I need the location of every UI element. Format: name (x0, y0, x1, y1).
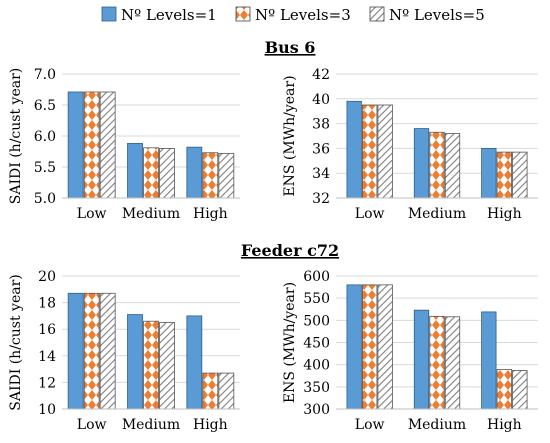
y-tick-label: 18 (38, 296, 56, 312)
bar-level5-high (218, 152, 235, 199)
x-tick-label: Medium (122, 417, 180, 433)
legend-swatch-level3 (235, 6, 251, 22)
bar-level3-low (83, 91, 100, 199)
x-tick-label: Medium (408, 417, 466, 433)
bar-level1-medium (127, 143, 143, 199)
legend-label-level1: Nº Levels=1 (121, 6, 217, 24)
x-tick-label: Medium (122, 206, 180, 222)
bar-level3-low (362, 104, 378, 199)
chart-bus6-saidi: 5.0 5.5 6.0 6.5 7.0 Low Medium High SAIDI (h/cus… (8, 67, 240, 222)
bar-level3-high (496, 369, 512, 410)
bar-level1-medium (413, 309, 430, 410)
bar-level5-high (512, 370, 528, 410)
chart-bus6-ens: 32 34 36 38 40 42 Low Medium High ENS (MWh/year) (282, 67, 538, 222)
bar-level1-low (346, 100, 362, 199)
legend-label-level3: Nº Levels=3 (255, 6, 351, 24)
y-axis-label: ENS (MWh/year) (282, 75, 298, 196)
y-tick-label: 20 (38, 269, 56, 285)
legend: Nº Levels=1 Nº Levels=3 Nº Levels=5 (101, 6, 485, 24)
x-tick-label: Low (355, 206, 385, 222)
y-tick-label: 500 (303, 313, 330, 329)
bar-level5-low (377, 104, 393, 199)
y-axis-label: SAIDI (h/cust year) (8, 68, 24, 204)
bar-level5-medium (159, 322, 175, 410)
bar-level3-low (83, 292, 100, 410)
y-tick-label: 6.0 (34, 129, 56, 145)
y-tick-label: 40 (312, 92, 330, 108)
bar-level5-low (99, 292, 116, 410)
y-tick-label: 36 (312, 141, 330, 157)
bar-level3-medium (429, 131, 445, 199)
bar-level5-low (99, 91, 116, 199)
section-title-feeder-c72: Feeder c72 (241, 241, 339, 260)
bar-level5-medium (159, 147, 175, 199)
bar-level5-high (512, 151, 528, 199)
bar-level3-medium (429, 315, 445, 410)
y-tick-label: 400 (303, 358, 330, 374)
bar-level5-medium (444, 316, 461, 410)
bar-level1-low (346, 284, 362, 410)
section-title-bus6: Bus 6 (265, 38, 316, 57)
x-tick-label: High (487, 417, 522, 433)
y-tick-label: 6.5 (34, 98, 56, 114)
bar-level3-medium (143, 147, 159, 199)
y-tick-label: 600 (303, 269, 330, 285)
bar-level1-medium (127, 314, 143, 410)
bar-level3-high (202, 372, 219, 410)
bar-level5-medium (444, 133, 461, 199)
bar-level1-high (186, 315, 203, 410)
legend-swatch-level5 (369, 6, 385, 22)
y-tick-label: 42 (312, 67, 330, 83)
y-tick-label: 5.0 (34, 191, 56, 207)
chart-feeder-c72-saidi: 10 12 14 16 18 20 Low Medium High SAIDI (h/cust y… (8, 269, 240, 433)
bar-level3-high (202, 152, 219, 199)
bar-level5-low (377, 284, 393, 410)
y-tick-label: 38 (312, 117, 330, 133)
y-tick-label: 300 (303, 402, 330, 418)
x-tick-label: Low (77, 417, 107, 433)
bar-level1-low (67, 91, 84, 199)
y-tick-label: 450 (303, 336, 330, 352)
y-tick-label: 10 (38, 402, 56, 418)
bar-level1-high (481, 147, 497, 199)
y-tick-label: 7.0 (34, 67, 56, 83)
y-tick-label: 34 (312, 166, 330, 182)
y-tick-label: 5.5 (34, 160, 56, 176)
x-tick-label: Low (77, 206, 107, 222)
x-tick-label: High (193, 206, 228, 222)
x-tick-label: Low (355, 417, 385, 433)
y-tick-label: 12 (38, 375, 56, 391)
y-tick-label: 32 (312, 191, 330, 207)
bar-level1-high (186, 146, 203, 199)
x-tick-label: High (487, 206, 522, 222)
bar-level1-low (67, 292, 84, 410)
bar-level3-medium (143, 320, 159, 410)
chart-feeder-c72-ens: 300 350 400 450 500 550 600 Low Medium High ENS (M… (282, 269, 538, 433)
bar-level1-high (481, 311, 497, 410)
y-tick-label: 550 (303, 291, 330, 307)
y-axis-label: ENS (MWh/year) (282, 282, 298, 403)
bar-level1-medium (413, 128, 430, 199)
bar-level3-high (496, 151, 512, 199)
bar-level3-low (362, 284, 378, 410)
bar-level5-high (218, 372, 235, 410)
y-tick-label: 16 (38, 322, 56, 338)
y-tick-label: 14 (38, 349, 56, 365)
x-tick-label: High (193, 417, 228, 433)
y-axis-label: SAIDI (h/cust year) (8, 274, 24, 410)
legend-swatch-level1 (101, 6, 117, 22)
legend-label-level5: Nº Levels=5 (389, 6, 485, 24)
x-tick-label: Medium (408, 206, 466, 222)
y-tick-label: 350 (303, 380, 330, 396)
